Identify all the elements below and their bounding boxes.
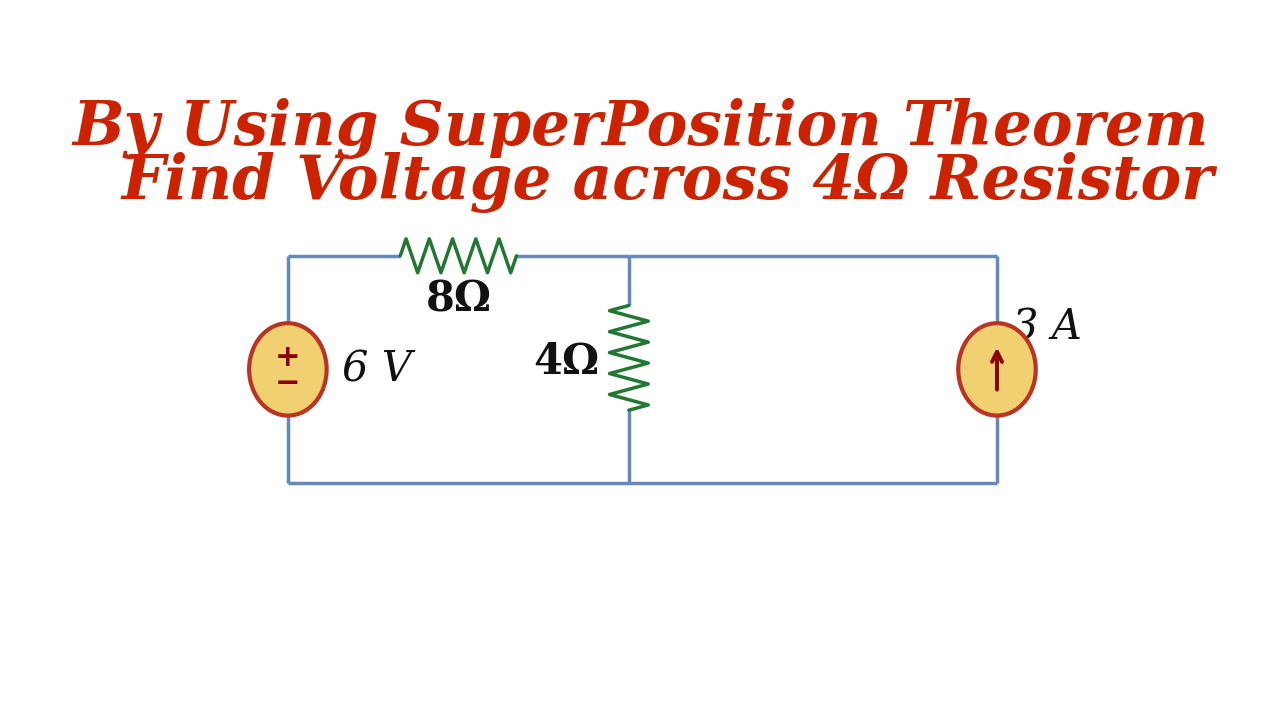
Text: Find Voltage across 4Ω Resistor: Find Voltage across 4Ω Resistor	[122, 152, 1213, 213]
Text: By Using SuperPosition Theorem: By Using SuperPosition Theorem	[72, 98, 1208, 159]
Text: 8Ω: 8Ω	[425, 279, 492, 321]
Text: 6 V: 6 V	[342, 348, 412, 390]
Text: 4Ω: 4Ω	[534, 341, 599, 382]
Ellipse shape	[959, 323, 1036, 415]
Text: −: −	[275, 369, 301, 397]
Ellipse shape	[250, 323, 326, 415]
Text: 3 A: 3 A	[1012, 306, 1083, 348]
Text: +: +	[275, 343, 301, 372]
